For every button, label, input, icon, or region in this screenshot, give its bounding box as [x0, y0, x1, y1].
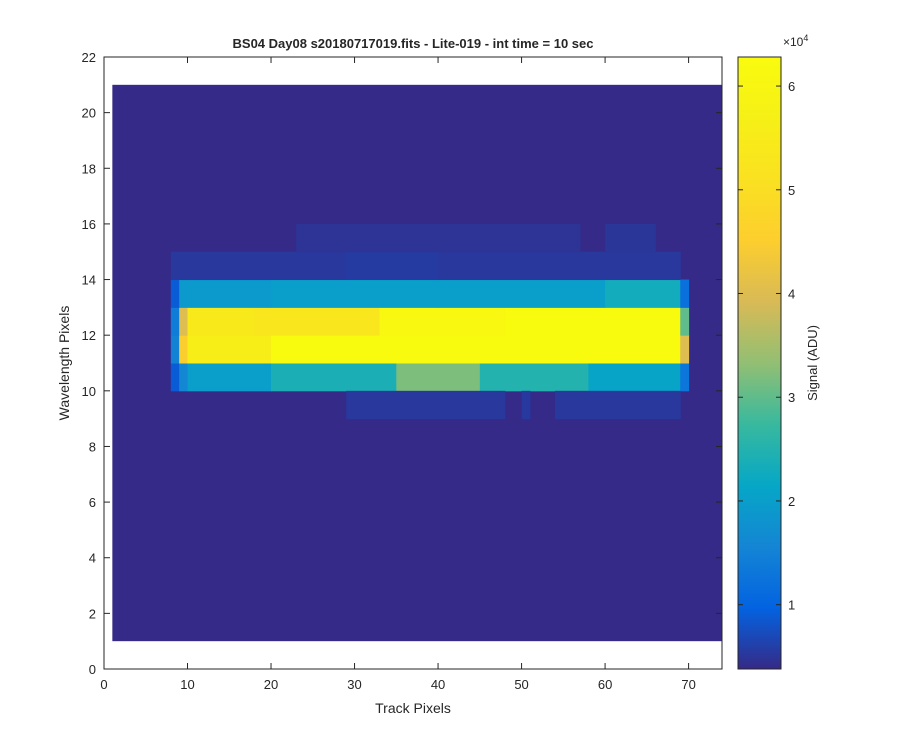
y-tick-label: 2 — [89, 606, 96, 621]
heatmap-cell — [170, 279, 180, 308]
y-tick-label: 20 — [82, 106, 96, 121]
heatmap-cell — [170, 363, 180, 392]
y-tick-label: 18 — [82, 161, 96, 176]
colorbar-ticks: 1 2 3 4 5 6 — [738, 79, 795, 613]
heatmap-cell — [438, 251, 681, 281]
x-tick-label: 40 — [431, 677, 445, 692]
heatmap-cell — [504, 307, 681, 336]
heatmap-cell — [271, 279, 439, 308]
x-tick-label: 20 — [264, 677, 278, 692]
colorbar-tick-label: 6 — [788, 79, 795, 94]
x-tick-label: 50 — [514, 677, 528, 692]
colorbar-gradient — [738, 57, 781, 669]
colorbar-tick-label: 4 — [788, 287, 795, 302]
heatmap-cell — [187, 363, 272, 392]
y-tick-label: 16 — [82, 217, 96, 232]
plot-frame — [103, 56, 723, 670]
heatmap-cell — [271, 363, 397, 392]
y-tick-label: 12 — [82, 328, 96, 343]
heatmap-cell — [187, 335, 272, 364]
y-tick-label: 4 — [89, 551, 96, 566]
x-tick-label: 60 — [598, 677, 612, 692]
y-tick-label: 0 — [89, 662, 96, 677]
colorbar-tick-label: 5 — [788, 183, 795, 198]
colorbar-tick-label: 1 — [788, 598, 795, 613]
x-tick-label: 30 — [347, 677, 361, 692]
chart-title: BS04 Day08 s20180717019.fits - Lite-019 … — [233, 36, 594, 51]
heatmap-cell — [605, 223, 656, 253]
y-tick-label: 6 — [89, 495, 96, 510]
x-tick-label: 70 — [681, 677, 695, 692]
heatmap-cell — [605, 279, 681, 308]
colorbar-exponent: ×104 — [783, 33, 808, 49]
heatmap-cell — [187, 307, 255, 336]
colorbar-tick-label: 2 — [788, 494, 795, 509]
colorbar: 1 2 3 4 5 6 ×104 Signal (ADU) — [737, 33, 820, 670]
heatmap-cell — [296, 223, 581, 253]
heatmap-cell — [254, 307, 381, 336]
heatmap-cell — [346, 251, 439, 281]
x-tick-label: 10 — [180, 677, 194, 692]
colorbar-frame — [737, 56, 782, 670]
heatmap-cell — [680, 335, 690, 364]
y-tick-label: 8 — [89, 439, 96, 454]
heatmap-cell — [438, 279, 606, 308]
colorbar-tick-label: 3 — [788, 390, 795, 405]
heatmap-image — [112, 84, 722, 642]
heatmap-cell — [179, 335, 189, 364]
heatmap-cell — [379, 307, 506, 336]
x-tick-label: 0 — [100, 677, 107, 692]
heatmap-cell — [170, 251, 347, 281]
heatmap-cell — [680, 363, 690, 392]
heatmap-cell — [271, 335, 681, 364]
heatmap-cell — [588, 363, 681, 392]
y-tick-label: 10 — [82, 384, 96, 399]
y-axis-label: Wavelength Pixels — [56, 306, 72, 421]
heatmap-cell — [179, 363, 189, 392]
y-axis: 0 2 4 6 8 10 12 14 16 18 20 22 — [82, 50, 722, 677]
heatmap-cell — [170, 335, 180, 364]
heatmap-cell — [680, 279, 690, 308]
x-axis-label: Track Pixels — [375, 700, 451, 716]
colorbar-label: Signal (ADU) — [805, 325, 820, 401]
heatmap-cell — [554, 390, 681, 420]
heatmap-cell — [396, 363, 481, 392]
heatmap-cell — [680, 307, 690, 336]
heatmap-cell — [179, 279, 272, 308]
y-tick-label: 14 — [82, 273, 96, 288]
y-tick-label: 22 — [82, 50, 96, 65]
x-axis: 0 10 20 30 40 50 60 70 — [100, 57, 696, 692]
heatmap-cell — [479, 363, 589, 392]
heatmap-cell — [170, 307, 180, 336]
heatmap-cell — [346, 390, 506, 420]
heatmap-cell — [521, 390, 531, 420]
heatmap-cell — [179, 307, 189, 336]
